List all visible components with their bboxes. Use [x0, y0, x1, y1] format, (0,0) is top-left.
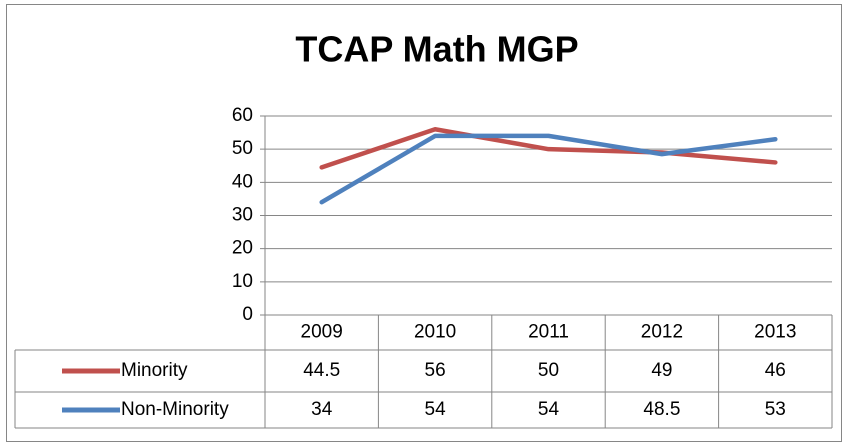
- x-tick-label: 2010: [414, 322, 456, 343]
- table-value: 49: [651, 360, 672, 381]
- y-tick-label: 60: [232, 105, 253, 126]
- table-value: 46: [765, 360, 786, 381]
- x-tick-label: 2012: [641, 322, 683, 343]
- series-line: [319, 133, 778, 205]
- x-tick-label: 2009: [301, 322, 343, 343]
- x-tick-label: 2013: [754, 322, 796, 343]
- y-tick-label: 40: [232, 171, 253, 192]
- chart-title: TCAP Math MGP: [295, 29, 578, 70]
- y-tick-label: 10: [232, 271, 253, 292]
- table-value: 48.5: [643, 399, 680, 420]
- y-tick-label: 20: [232, 238, 253, 259]
- table-value: 44.5: [303, 360, 340, 381]
- table-value: 54: [425, 399, 447, 420]
- table-value: 54: [538, 399, 560, 420]
- legend-label: Non-Minority: [121, 399, 229, 420]
- table-value: 56: [425, 360, 446, 381]
- y-tick-label: 30: [232, 205, 253, 226]
- table-value: 53: [765, 399, 786, 420]
- legend-label: Minority: [121, 360, 188, 381]
- x-tick-label: 2011: [528, 322, 569, 343]
- table-value: 50: [538, 360, 559, 381]
- table-value: 34: [311, 399, 333, 420]
- y-tick-label: 0: [242, 304, 253, 325]
- chart-border: [6, 4, 842, 442]
- series-line: [319, 127, 778, 170]
- y-tick-label: 50: [232, 138, 253, 159]
